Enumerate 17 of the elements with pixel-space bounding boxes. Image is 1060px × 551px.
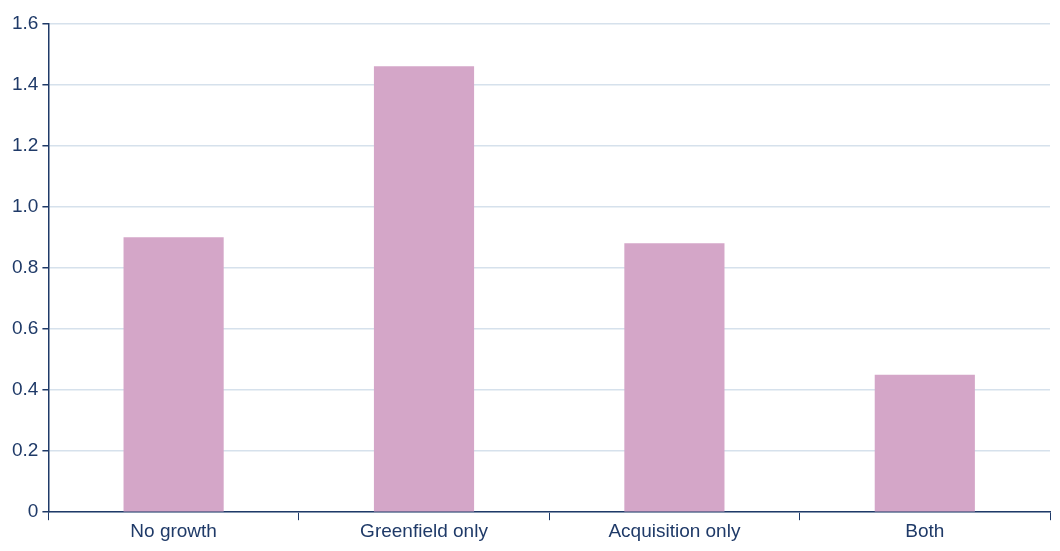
y-tick-label: 1.4: [11, 72, 39, 94]
x-tick-label: Greenfield only: [360, 519, 489, 541]
x-tick-label: Acquisition only: [608, 519, 741, 541]
y-tick-label: 0: [27, 500, 39, 522]
y-tick-label: 1.6: [11, 11, 39, 33]
bar: [624, 243, 725, 512]
x-tick-label: Both: [905, 519, 945, 541]
bar: [123, 237, 224, 512]
y-tick-label: 1.0: [11, 194, 39, 216]
y-tick-label: 0.4: [11, 378, 39, 400]
y-tick-label: 1.2: [11, 133, 39, 155]
x-tick-label: No growth: [130, 519, 217, 541]
bar: [373, 66, 475, 512]
y-tick-label: 0.6: [11, 317, 39, 339]
y-tick-label: 0.2: [11, 439, 39, 461]
bar: [874, 374, 975, 512]
y-tick-label: 0.8: [11, 256, 39, 278]
